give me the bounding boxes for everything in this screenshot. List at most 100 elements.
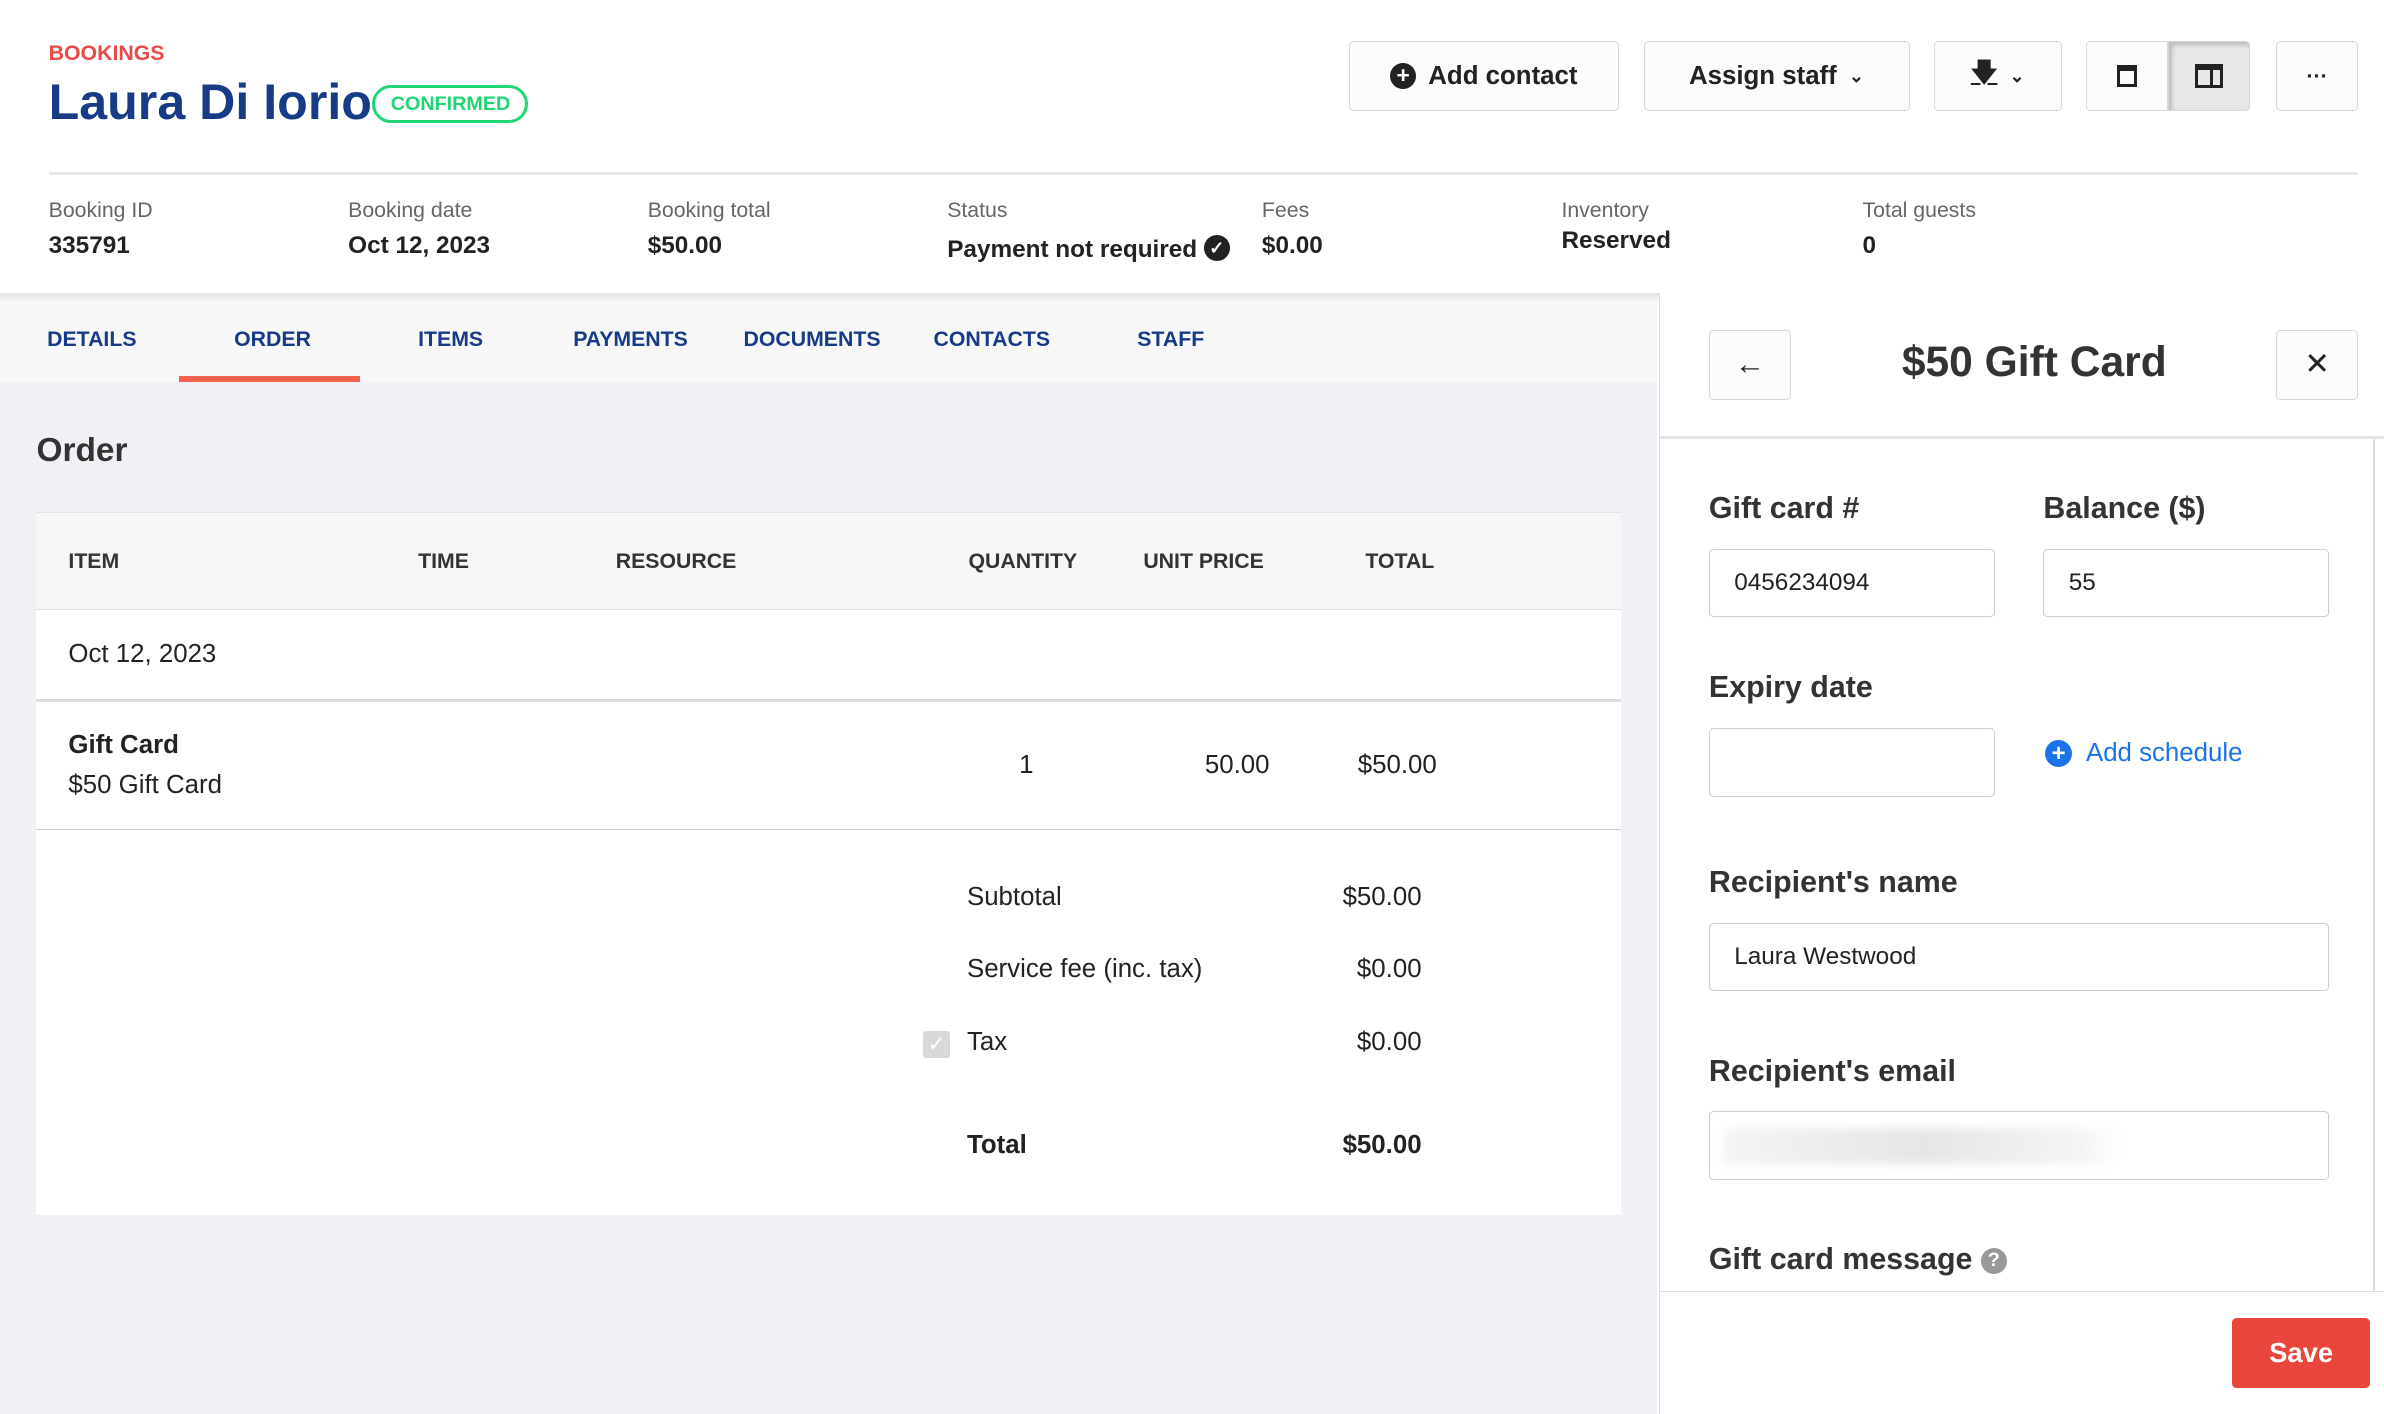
stat-label: Status	[947, 197, 1008, 222]
page-title: Laura Di Iorio	[48, 73, 372, 130]
recipient-email-input[interactable]	[1708, 1111, 2330, 1180]
row-divider	[36, 699, 1621, 703]
panel-title: $50 Gift Card	[1901, 337, 2167, 386]
gift-card-panel	[1658, 293, 2384, 1414]
tax-value: $0.00	[1356, 1027, 1422, 1056]
item-subname: $50 Gift Card	[68, 770, 223, 799]
stat-value: Oct 12, 2023	[348, 231, 491, 259]
tax-label: Tax	[966, 1027, 1008, 1056]
stat-booking-date: Booking date Oct 12, 2023	[348, 198, 490, 260]
column-unit-price: UNIT PRICE	[1143, 548, 1264, 573]
expiry-date-input[interactable]	[1708, 728, 1995, 797]
panel-header-divider	[1660, 436, 2384, 440]
tab-bar	[0, 293, 1658, 382]
split-panel-icon	[2195, 63, 2223, 89]
gift-card-number-input[interactable]	[1708, 548, 1995, 618]
add-contact-button[interactable]: + Add contact	[1348, 41, 1620, 111]
item-quantity: 1	[1019, 751, 1034, 780]
stat-value: Payment not required	[947, 235, 1198, 263]
table-header	[36, 512, 1621, 610]
single-view-button[interactable]	[2085, 41, 2169, 111]
total-label: Total	[966, 1131, 1027, 1160]
tab-items[interactable]: ITEMS	[418, 326, 484, 351]
stat-fees: Fees $0.00	[1262, 198, 1323, 260]
date-group: Oct 12, 2023	[68, 640, 217, 669]
tab-details[interactable]: DETAILS	[47, 326, 137, 351]
active-tab-indicator	[179, 375, 361, 382]
gift-card-message-text: Gift card message	[1708, 1242, 1973, 1277]
plus-circle-icon: +	[2044, 739, 2073, 768]
download-button[interactable]: 🡇 ⌄	[1933, 41, 2062, 111]
item-total: $50.00	[1357, 751, 1437, 780]
add-contact-label: Add contact	[1428, 61, 1578, 90]
more-icon: ···	[2306, 63, 2328, 88]
single-panel-icon	[2117, 65, 2137, 87]
column-quantity: QUANTITY	[968, 548, 1078, 573]
stat-booking-total: Booking total $50.00	[648, 198, 771, 260]
close-icon: ✕	[2304, 347, 2330, 382]
order-heading: Order	[36, 431, 128, 469]
item-name[interactable]: Gift Card	[68, 731, 179, 760]
subtotal-label: Subtotal	[966, 883, 1062, 912]
balance-input[interactable]	[2043, 548, 2330, 618]
column-total: TOTAL	[1365, 548, 1435, 573]
stat-label: Total guests	[1862, 197, 1976, 222]
balance-label: Balance ($)	[2043, 491, 2206, 526]
stat-value: $50.00	[647, 231, 723, 259]
stat-label: Booking ID	[48, 197, 153, 222]
breadcrumb[interactable]: BOOKINGS	[48, 41, 165, 66]
plus-circle-icon: +	[1390, 62, 1417, 89]
tax-checkbox[interactable]: ✓	[922, 1030, 951, 1059]
recipient-name-input[interactable]	[1708, 922, 2330, 992]
assign-staff-button[interactable]: Assign staff ⌄	[1643, 41, 1910, 111]
check-circle-icon: ✓	[1203, 234, 1230, 261]
stat-label: Booking total	[647, 197, 771, 222]
recipient-name-label: Recipient's name	[1708, 865, 1958, 900]
assign-staff-label: Assign staff	[1688, 61, 1837, 90]
column-resource: RESOURCE	[615, 548, 737, 573]
service-fee-label: Service fee (inc. tax)	[966, 954, 1203, 983]
stat-total-guests: Total guests 0	[1862, 198, 1975, 260]
help-icon[interactable]: ?	[1980, 1248, 2007, 1274]
stat-label: Fees	[1261, 197, 1310, 222]
total-value: $50.00	[1342, 1131, 1422, 1160]
stat-label: Booking date	[348, 197, 473, 222]
chevron-down-icon: ⌄	[2009, 65, 2025, 87]
download-icon: 🡇	[1970, 59, 1998, 88]
recipient-email-label: Recipient's email	[1708, 1053, 1956, 1088]
stat-status: Status Payment not required ✓	[947, 198, 1230, 264]
stat-booking-id: Booking ID 335791	[49, 198, 153, 260]
save-button[interactable]: Save	[2231, 1318, 2371, 1389]
redacted-email	[1725, 1127, 2121, 1165]
split-view-button[interactable]	[2168, 41, 2251, 111]
tab-payments[interactable]: PAYMENTS	[573, 326, 688, 351]
header-shadow	[0, 293, 2384, 303]
chevron-down-icon: ⌄	[1848, 65, 1865, 87]
item-unit-price: 50.00	[1204, 751, 1270, 780]
panel-scrollbar[interactable]	[2373, 439, 2375, 1291]
stat-inventory: Inventory Reserved	[1561, 198, 1670, 256]
stat-label: Inventory	[1561, 197, 1649, 222]
tab-contacts[interactable]: CONTACTS	[933, 326, 1051, 351]
more-options-button[interactable]: ···	[2276, 41, 2359, 111]
row-divider	[36, 828, 1621, 831]
gift-card-message-label: Gift card message ?	[1709, 1242, 2007, 1277]
arrow-left-icon: ←	[1734, 347, 1766, 382]
stat-value: Reserved	[1561, 227, 1671, 255]
header-divider	[48, 171, 2359, 175]
subtotal-value: $50.00	[1342, 883, 1422, 912]
tab-order[interactable]: ORDER	[234, 326, 311, 351]
service-fee-value: $0.00	[1356, 954, 1422, 983]
close-button[interactable]: ✕	[2276, 329, 2359, 400]
expiry-date-label: Expiry date	[1708, 670, 1873, 705]
add-schedule-link[interactable]: + Add schedule	[2044, 738, 2243, 768]
tab-staff[interactable]: STAFF	[1137, 326, 1205, 351]
add-schedule-label: Add schedule	[2085, 738, 2243, 767]
stat-value: 335791	[48, 231, 130, 259]
stat-value: $0.00	[1261, 231, 1323, 259]
tab-documents[interactable]: DOCUMENTS	[743, 326, 881, 351]
column-time: TIME	[418, 548, 469, 573]
stat-value: 0	[1862, 231, 1877, 259]
back-button[interactable]: ←	[1708, 329, 1792, 400]
gift-card-number-label: Gift card #	[1708, 491, 1860, 526]
